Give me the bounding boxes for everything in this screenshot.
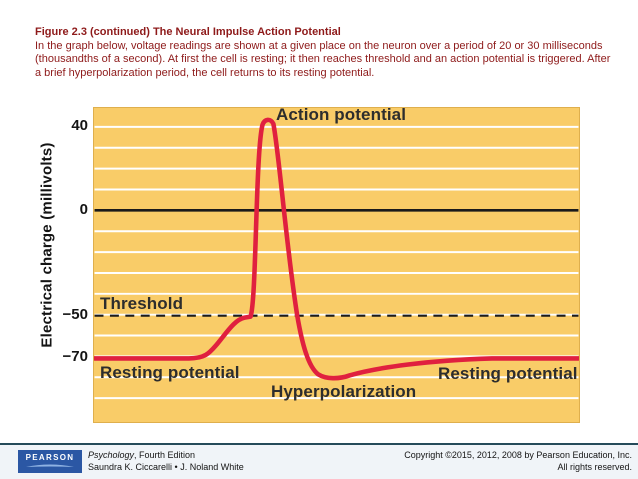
y-tick-neg70: −70 [62, 348, 88, 365]
label-action-potential: Action potential [276, 105, 407, 124]
footer-copyright: Copyright ©2015, 2012, 2008 by Pearson E… [404, 449, 632, 473]
book-authors: Saundra K. Ciccarelli • J. Noland White [88, 462, 244, 472]
footer-divider [0, 443, 638, 445]
book-edition: , Fourth Edition [134, 450, 196, 460]
footer-book-info: Psychology, Fourth Edition Saundra K. Ci… [88, 449, 244, 473]
figure-title: Figure 2.3 (continued) The Neural Impuls… [35, 26, 341, 38]
label-hyperpolarization: Hyperpolarization [271, 382, 417, 401]
membrane-potential-curve [94, 117, 579, 381]
book-title-line: Psychology, Fourth Edition [88, 449, 244, 461]
figure-description: In the graph below, voltage readings are… [35, 39, 611, 79]
book-title: Psychology [88, 450, 135, 460]
plot-area [93, 107, 580, 423]
pearson-logo: PEARSON [18, 450, 82, 473]
figure-caption: Figure 2.3 (continued) The Neural Impuls… [35, 26, 613, 80]
pearson-swoosh-icon [26, 464, 74, 467]
label-resting-potential-left: Resting potential [100, 363, 240, 382]
label-resting-potential-right: Resting potential [438, 364, 578, 383]
y-tick-neg50: −50 [62, 306, 88, 323]
copyright-line: Copyright ©2015, 2012, 2008 by Pearson E… [404, 450, 632, 460]
footer-background [0, 445, 638, 479]
rights-line: All rights reserved. [557, 462, 632, 472]
y-tick-40: 40 [71, 117, 88, 134]
pearson-logo-text: PEARSON [25, 453, 75, 462]
label-threshold: Threshold [100, 294, 184, 313]
plot-grid-and-curve [94, 117, 579, 400]
y-tick-0: 0 [79, 201, 88, 218]
